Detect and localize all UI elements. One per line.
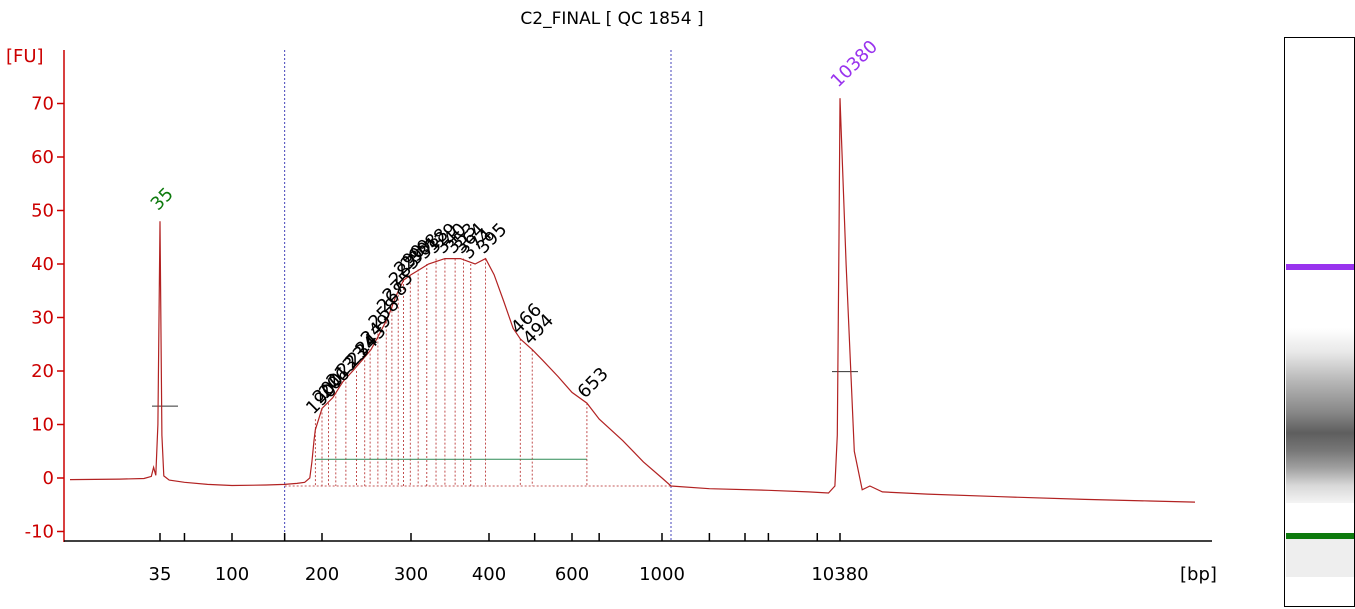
y-tick-label: 20 (31, 361, 54, 382)
x-tick-label: 200 (305, 564, 339, 585)
region-lines (284, 50, 672, 541)
x-tick-label: 10380 (811, 564, 868, 585)
y-tick-label: 40 (31, 254, 54, 275)
x-tick-label: 35 (149, 564, 172, 585)
y-axis-label: [FU] (6, 46, 44, 67)
y-tick-label: 0 (43, 468, 54, 489)
y-tick-label: 50 (31, 201, 54, 222)
gel-lower-marker-band (1286, 533, 1354, 539)
peak-label: 653 (574, 363, 613, 402)
signal-trace (69, 98, 1196, 503)
gel-smear (1286, 328, 1354, 503)
gel-lane (1284, 37, 1355, 607)
trace-layer (69, 98, 1196, 503)
y-tick-label: -10 (25, 522, 54, 543)
x-tick-label: 400 (472, 564, 506, 585)
gel-upper-marker-band (1286, 264, 1354, 270)
marker-peak-label: 35 (147, 184, 178, 215)
y-tick-label: 70 (31, 94, 54, 115)
gel-base (1286, 539, 1354, 577)
chart-title: C2_FINAL [ QC 1854 ] (520, 9, 703, 29)
axes: -10 0 10 20 30 40 50 60 70 35 100 200 300 400 600 1000 1… (25, 50, 1212, 585)
y-tick-label: 30 (31, 308, 54, 329)
electropherogram: C2_FINAL [ QC 1854 ] [FU] [bp] -10 0 10 20 3… (6, 9, 1217, 585)
y-tick-label: 60 (31, 147, 54, 168)
marker-peak-label: 10380 (827, 36, 882, 91)
peak-labels: 3510380190200206213223234243249258268275… (147, 36, 882, 418)
x-tick-label: 100 (215, 564, 249, 585)
x-axis-label: [bp] (1180, 564, 1217, 585)
x-tick-label: 1000 (639, 564, 685, 585)
y-tick-label: 10 (31, 415, 54, 436)
x-tick-label: 300 (394, 564, 428, 585)
peak-drop-lines (152, 258, 858, 487)
x-tick-label: 600 (555, 564, 589, 585)
